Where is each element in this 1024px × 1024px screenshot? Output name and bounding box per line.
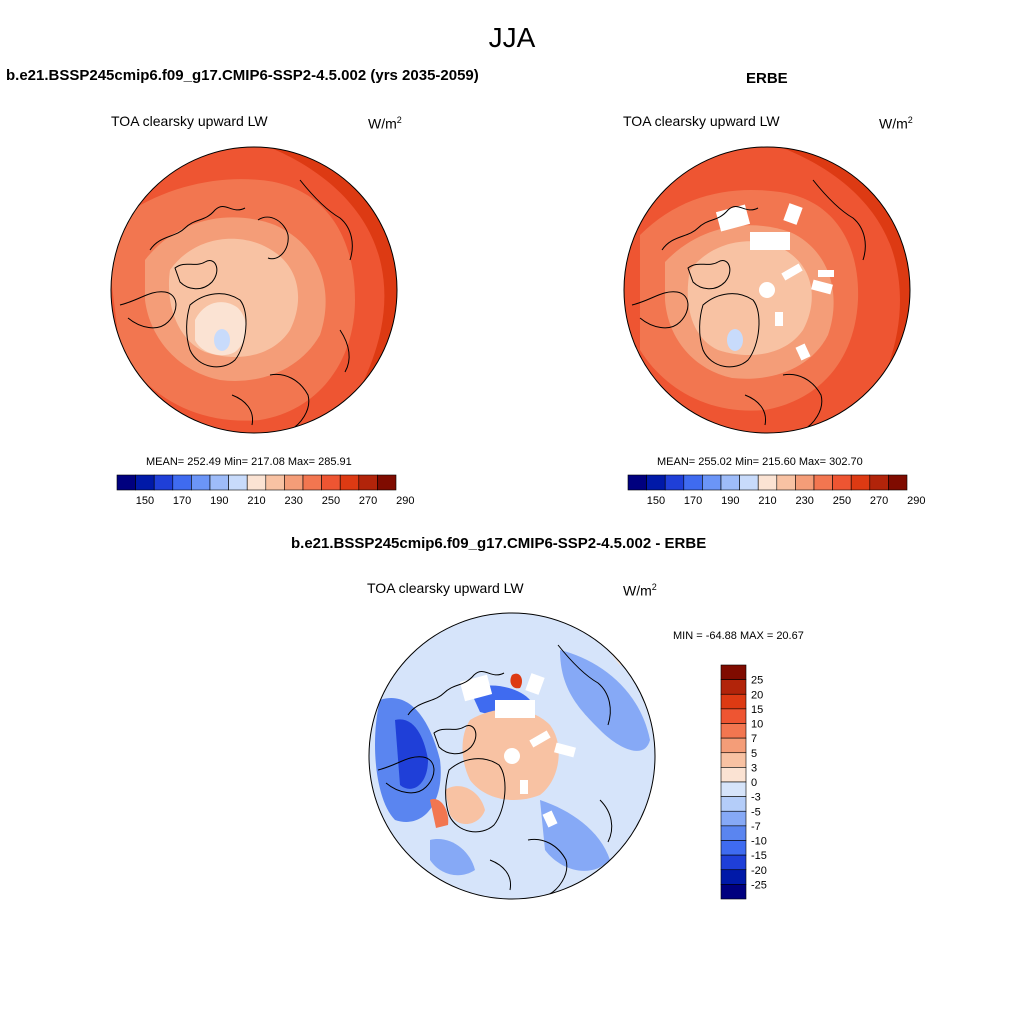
diff-polar-map [368, 612, 656, 900]
colorbar-box [720, 796, 747, 812]
colorbar-box [720, 693, 747, 710]
colorbar-box [302, 474, 322, 491]
colorbar-box [757, 474, 778, 491]
colorbar-box [358, 474, 378, 491]
colorbar-box [720, 884, 747, 900]
colorbar-tick-label: 150 [647, 495, 665, 507]
colorbar-box [720, 869, 747, 885]
colorbar-box [720, 781, 747, 797]
obs-colorbar: 150 170 190 210 230 250 270 290 [627, 474, 925, 507]
colorbar-tick-label: 3 [751, 762, 757, 774]
colorbar-tick-label: 5 [751, 748, 757, 760]
colorbar-tick-label: 170 [684, 495, 702, 507]
obs-stats: MEAN= 255.02 Min= 215.60 Max= 302.70 [657, 456, 863, 468]
colorbar-tick-label: -25 [751, 879, 767, 891]
colorbar-tick-label: 150 [136, 495, 154, 507]
model-polar-map [110, 146, 398, 434]
season-title: JJA [488, 22, 536, 53]
colorbar-box [153, 474, 174, 491]
colorbar-box [135, 474, 155, 491]
colorbar-box [116, 474, 136, 491]
colorbar-tick-label: 20 [751, 689, 763, 701]
colorbar-tick-label: 170 [173, 495, 191, 507]
colorbar-box [284, 474, 304, 491]
colorbar-tick-label: 210 [247, 495, 265, 507]
model-units-label: W/m2 [368, 115, 402, 132]
colorbar-box [702, 474, 722, 491]
colorbar-box [813, 474, 833, 491]
colorbar-tick-label: 270 [359, 495, 377, 507]
colorbar-tick-label: 230 [285, 495, 303, 507]
colorbar-box [683, 474, 703, 491]
colorbar-box [339, 474, 360, 491]
colorbar-box [720, 854, 747, 871]
colorbar-box [888, 474, 908, 491]
colorbar-tick-label: 230 [796, 495, 814, 507]
diff-units-label: W/m2 [623, 582, 657, 599]
colorbar-tick-label: -20 [751, 865, 767, 877]
colorbar-tick-label: 290 [396, 495, 414, 507]
obs-case-title: ERBE [746, 70, 788, 87]
colorbar-tick-label: -15 [751, 850, 767, 862]
diff-colorbar: 25 20 15 10 7 5 3 0 -3 -5 -7 -10 -15 -20 -25 [720, 664, 767, 900]
colorbar-box [377, 474, 397, 491]
colorbar-tick-label: 7 [751, 733, 757, 745]
colorbar-box [720, 840, 747, 856]
colorbar-box [228, 474, 248, 491]
colorbar-box [172, 474, 192, 491]
colorbar-box [776, 474, 796, 491]
colorbar-box [739, 474, 759, 491]
model-case-title: b.e21.BSSP245cmip6.f09_g17.CMIP6-SSP2-4.… [6, 67, 479, 84]
colorbar-box [246, 474, 267, 491]
model-stats: MEAN= 252.49 Min= 217.08 Max= 285.91 [146, 456, 352, 468]
colorbar-tick-label: -5 [751, 806, 761, 818]
colorbar-box [720, 708, 747, 724]
colorbar-tick-label: -10 [751, 836, 767, 848]
diff-variable-label: TOA clearsky upward LW [367, 580, 524, 596]
colorbar-tick-label: 190 [210, 495, 228, 507]
colorbar-tick-label: -3 [751, 792, 761, 804]
colorbar-box [795, 474, 815, 491]
colorbar-box [720, 752, 747, 768]
colorbar-box [720, 810, 747, 827]
colorbar-box [720, 664, 747, 680]
colorbar-box [832, 474, 852, 491]
colorbar-tick-label: 10 [751, 719, 763, 731]
colorbar-box [209, 474, 229, 491]
colorbar-tick-label: 15 [751, 704, 763, 716]
colorbar-box [191, 474, 211, 491]
obs-units-label: W/m2 [879, 115, 913, 132]
colorbar-box [321, 474, 341, 491]
model-colorbar: 150 170 190 210 230 250 270 290 [116, 474, 414, 507]
obs-variable-label: TOA clearsky upward LW [623, 113, 780, 129]
obs-polar-map [623, 146, 911, 434]
colorbar-box [664, 474, 685, 491]
colorbar-box [720, 737, 747, 754]
colorbar-box [869, 474, 889, 491]
colorbar-tick-label: 250 [833, 495, 851, 507]
colorbar-tick-label: 25 [751, 675, 763, 687]
colorbar-box [720, 767, 747, 783]
colorbar-box [627, 474, 647, 491]
colorbar-tick-label: 190 [721, 495, 739, 507]
colorbar-tick-label: 250 [322, 495, 340, 507]
model-variable-label: TOA clearsky upward LW [111, 113, 268, 129]
colorbar-tick-label: 0 [751, 777, 757, 789]
colorbar-box [720, 825, 747, 841]
colorbar-tick-label: 210 [758, 495, 776, 507]
colorbar-box [720, 679, 747, 695]
colorbar-box [720, 474, 740, 491]
colorbar-box [646, 474, 666, 491]
colorbar-tick-label: 290 [907, 495, 925, 507]
diff-case-title: b.e21.BSSP245cmip6.f09_g17.CMIP6-SSP2-4.… [291, 535, 707, 552]
colorbar-box [720, 723, 747, 739]
colorbar-box [850, 474, 871, 491]
diff-stats: MIN = -64.88 MAX = 20.67 [673, 630, 804, 642]
colorbar-tick-label: -7 [751, 821, 761, 833]
colorbar-tick-label: 270 [870, 495, 888, 507]
colorbar-box [265, 474, 285, 491]
